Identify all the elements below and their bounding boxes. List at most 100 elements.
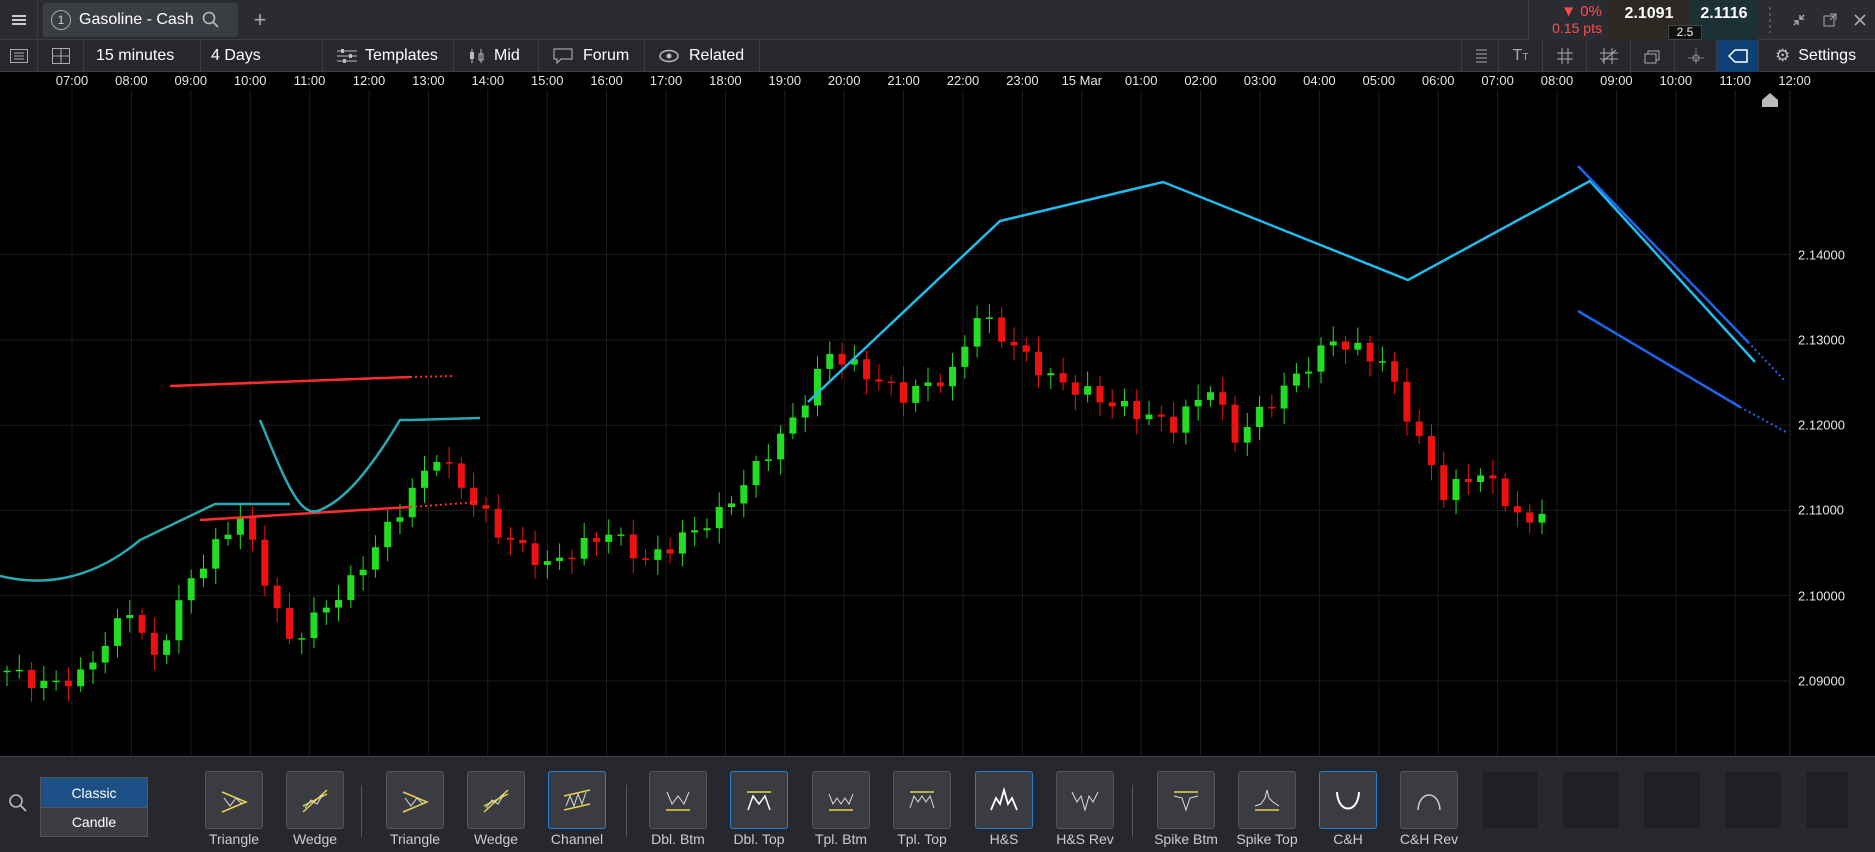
change-percent: ▼ 0% — [1561, 3, 1602, 20]
pattern-button[interactable] — [1400, 771, 1458, 829]
add-tab-button[interactable]: + — [253, 7, 267, 32]
pattern-button[interactable] — [649, 771, 707, 829]
price-change: ▼ 0% 0.15 pts — [1528, 0, 1608, 40]
candle-body — [1120, 400, 1128, 407]
layers-button[interactable] — [1631, 40, 1675, 72]
candle-body — [298, 638, 306, 640]
list-view-button[interactable] — [0, 40, 38, 72]
search-icon[interactable] — [8, 793, 28, 813]
spike-bottom-icon — [1173, 791, 1199, 812]
forum-button[interactable]: Forum — [539, 40, 645, 72]
candles-icon — [470, 49, 484, 63]
menu-button[interactable] — [0, 0, 38, 40]
candle-body — [740, 485, 748, 504]
candle-body — [605, 534, 613, 542]
gridlines-button[interactable] — [1543, 40, 1587, 72]
candle-body — [875, 379, 883, 382]
candle-body — [1317, 345, 1325, 372]
pattern-recognition-button[interactable] — [1717, 40, 1759, 72]
pattern-button[interactable] — [205, 771, 263, 829]
candle-body — [310, 612, 318, 639]
time-tick-label: 05:00 — [1362, 73, 1396, 88]
price-chart[interactable] — [0, 90, 1875, 756]
interval-selector[interactable]: 15 minutes — [84, 40, 201, 72]
candle-body — [482, 505, 490, 509]
time-tick-label: 17:00 — [649, 73, 683, 88]
candle-body — [1145, 414, 1153, 420]
scroll-to-end-icon[interactable] — [1761, 92, 1779, 108]
price-tick-label: 2.10000 — [1798, 588, 1845, 604]
list-tool-button[interactable] — [1461, 40, 1499, 72]
candle-body — [1071, 382, 1079, 395]
candle-body — [592, 538, 600, 542]
pattern-button[interactable] — [286, 771, 344, 829]
candle-body — [1354, 342, 1362, 350]
pattern-button[interactable] — [1157, 771, 1215, 829]
cup-and-handle-reverse-icon — [1417, 794, 1441, 811]
popout-icon[interactable] — [1823, 13, 1837, 27]
pattern-button[interactable] — [1056, 771, 1114, 829]
pattern-button[interactable] — [893, 771, 951, 829]
drag-handle-icon[interactable] — [1769, 7, 1775, 33]
pattern-button[interactable] — [548, 771, 606, 829]
candle-body — [1010, 341, 1018, 346]
layout-button[interactable] — [38, 40, 84, 72]
related-label: Related — [689, 47, 745, 64]
pattern-group-separator — [361, 785, 362, 837]
instrument-tab[interactable]: 1 Gasoline - Cash — [43, 3, 238, 37]
style-candle-button[interactable]: Candle — [41, 807, 147, 836]
close-icon[interactable] — [1854, 14, 1866, 26]
settings-button[interactable]: ⚙ Settings — [1759, 40, 1875, 72]
candle-body — [445, 462, 453, 464]
pattern-label: Dbl. Btm — [651, 831, 705, 847]
candle-body — [1231, 404, 1239, 443]
candle-body — [396, 517, 404, 522]
pattern-button[interactable] — [467, 771, 525, 829]
candle-body — [457, 463, 465, 488]
candle-body — [1133, 400, 1141, 420]
candle-body — [850, 359, 858, 365]
pattern-button[interactable] — [1238, 771, 1296, 829]
pattern-button[interactable] — [386, 771, 444, 829]
style-classic-button[interactable]: Classic — [41, 778, 147, 807]
mid-price-button[interactable]: Mid — [454, 40, 539, 72]
scale-button[interactable] — [1587, 40, 1631, 72]
time-tick-label: 10:00 — [233, 73, 267, 88]
change-points: 0.15 pts — [1552, 20, 1602, 36]
cup-and-handle-line — [0, 416, 481, 582]
related-button[interactable]: Related — [645, 40, 760, 72]
time-tick-label: 01:00 — [1124, 73, 1158, 88]
candle-body — [1206, 392, 1214, 400]
time-tick-label: 12:00 — [1778, 73, 1811, 88]
candle-body — [1403, 381, 1411, 422]
search-icon[interactable] — [202, 11, 220, 29]
sell-price-button[interactable]: 2.1091 — [1608, 0, 1690, 40]
pattern-button[interactable] — [975, 771, 1033, 829]
head-and-shoulders-icon — [990, 786, 1018, 811]
candle-body — [629, 534, 637, 559]
candle-body — [1059, 373, 1067, 383]
candle-body — [1268, 406, 1276, 409]
candle-body — [421, 470, 429, 488]
hash-grid-icon — [1556, 48, 1573, 64]
pattern-button[interactable] — [812, 771, 870, 829]
range-selector[interactable]: 4 Days — [201, 40, 323, 72]
pattern-button[interactable] — [730, 771, 788, 829]
candle-body — [261, 539, 269, 586]
time-tick-label: 23:00 — [1006, 73, 1039, 88]
candle-body — [1477, 475, 1485, 482]
pattern-label: H&S Rev — [1056, 831, 1114, 847]
collapse-icon[interactable] — [1792, 13, 1806, 27]
candle-body — [764, 459, 772, 462]
candle-body — [998, 317, 1006, 342]
candle-body — [985, 317, 993, 319]
candle-body — [1305, 371, 1313, 374]
templates-button[interactable]: Templates — [323, 40, 454, 72]
text-size-button[interactable]: TT — [1499, 40, 1543, 72]
pattern-label: Tpl. Top — [897, 831, 947, 847]
time-tick-label: 22:00 — [946, 73, 980, 88]
candle-body — [28, 669, 36, 689]
pattern-button[interactable] — [1319, 771, 1377, 829]
time-tick-label: 02:00 — [1184, 73, 1217, 88]
crosshair-button[interactable] — [1675, 40, 1717, 72]
